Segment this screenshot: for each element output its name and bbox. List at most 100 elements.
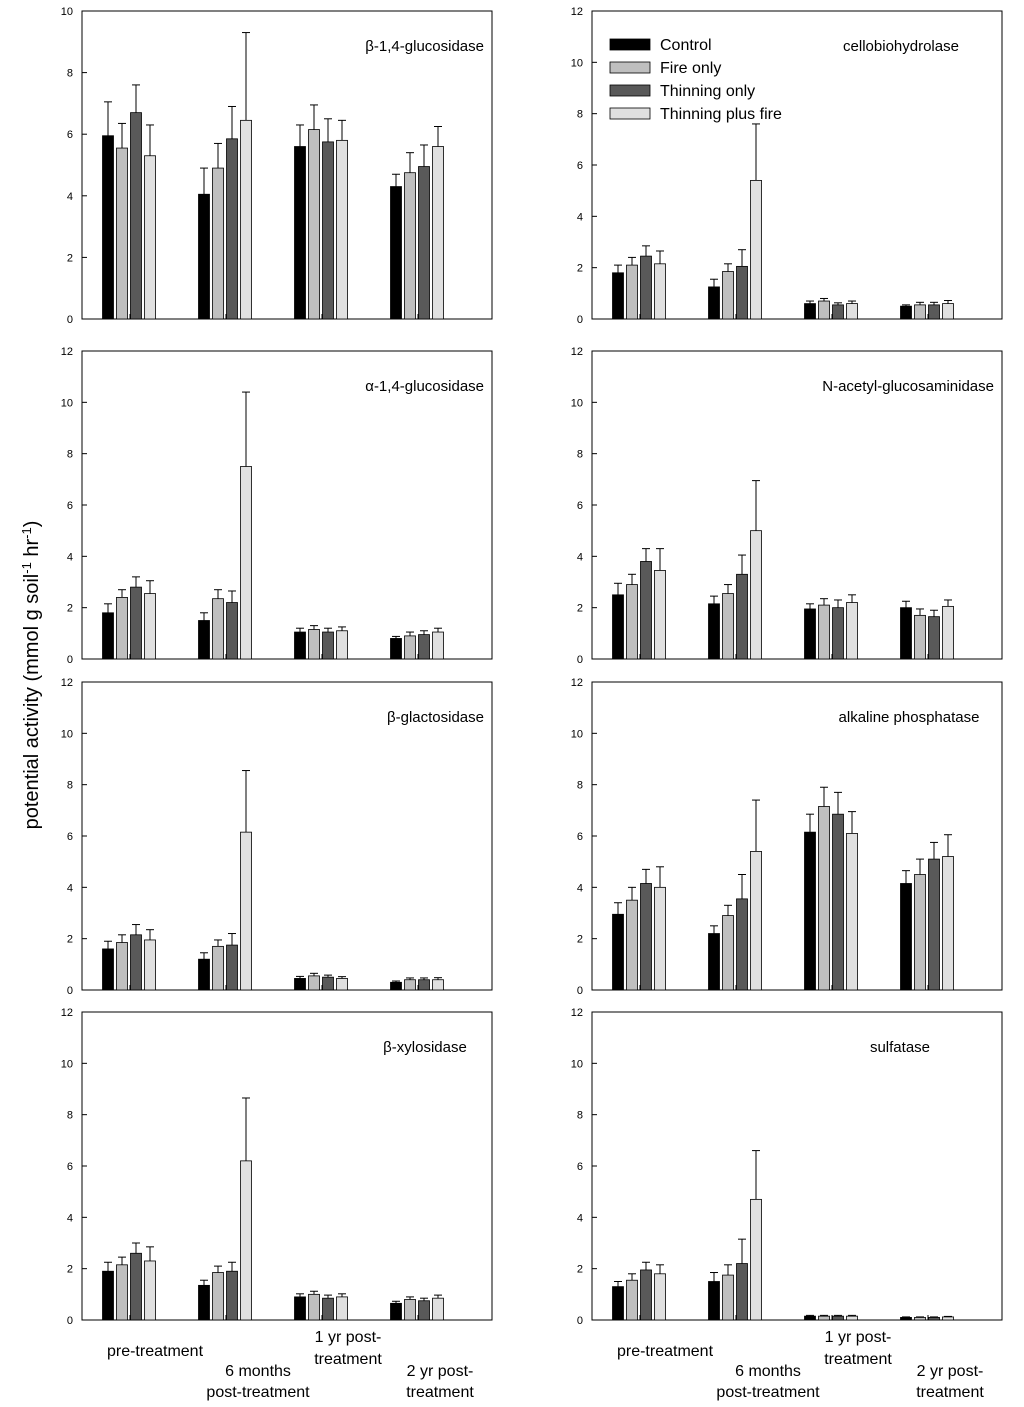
panel-alkaline-phosphatase: 0 2 4 6 8 10 12 alkaline phosphatase: [571, 677, 1003, 997]
bar-fire-only-1: [116, 147, 128, 320]
bar-thinning-plus-fire-2: [240, 119, 252, 320]
bar-thinning-plus-fire-3: [846, 602, 858, 660]
x-group-label: 2 yr post-: [407, 1363, 474, 1380]
y-tick-label: 12: [61, 1007, 73, 1019]
bar-control-4: [900, 883, 912, 991]
bar-thinning-plus-fire-3: [846, 833, 858, 991]
x-group-label: post-treatment: [716, 1384, 820, 1401]
bar-thinning-only-2: [736, 898, 748, 991]
bar-fire-only-3: [818, 604, 830, 660]
bar-control-2: [708, 286, 720, 320]
x-group-label: pre-treatment: [107, 1343, 204, 1360]
bar-fire-only-2: [722, 271, 734, 320]
legend-swatch-thinning-only: [609, 84, 651, 97]
bar-thinning-only-3: [322, 976, 334, 991]
bar-control-4: [390, 1302, 402, 1321]
y-tick-label: 0: [577, 314, 583, 326]
panel-xylosidase: 0 2 4 6 8 10 12 β-xylosidase: [61, 1007, 493, 1327]
bar-thinning-plus-fire-4: [432, 631, 444, 660]
bar-thinning-only-4: [418, 634, 430, 660]
panel-n-acetyl-glucosaminidase: 0 2 4 6 8 10 12 N-acetyl-glucosaminidase: [571, 346, 1003, 666]
y-tick-label: 2: [67, 603, 73, 615]
y-tick-label: 4: [67, 191, 73, 203]
y-tick-label: 10: [571, 728, 583, 740]
bar-thinning-only-3: [832, 304, 844, 320]
bar-fire-only-4: [404, 1299, 416, 1321]
bar-thinning-only-2: [736, 265, 748, 320]
y-tick-label: 2: [67, 934, 73, 946]
bar-thinning-only-1: [130, 112, 142, 320]
bar-thinning-only-1: [640, 561, 652, 660]
bar-control-3: [294, 978, 306, 991]
bar-thinning-plus-fire-3: [336, 630, 348, 660]
bar-thinning-only-1: [130, 586, 142, 660]
bar-thinning-only-4: [928, 304, 940, 320]
bar-thinning-plus-fire-4: [432, 1297, 444, 1321]
bar-thinning-plus-fire-4: [942, 605, 954, 660]
panel-title: alkaline phosphatase: [839, 709, 980, 726]
bar-thinning-plus-fire-2: [750, 530, 762, 660]
bar-fire-only-1: [626, 1279, 638, 1321]
y-tick-label: 10: [61, 397, 73, 409]
bar-control-4: [390, 186, 402, 320]
bar-thinning-only-2: [736, 573, 748, 660]
bar-thinning-only-2: [226, 602, 238, 660]
bar-fire-only-3: [308, 629, 320, 660]
bar-thinning-only-4: [418, 1300, 430, 1321]
y-tick-label: 4: [577, 882, 583, 894]
bar-fire-only-1: [626, 264, 638, 320]
bar-thinning-only-4: [418, 166, 430, 320]
bar-thinning-plus-fire-3: [336, 1296, 348, 1321]
bar-thinning-plus-fire-1: [654, 263, 666, 320]
y-tick-label: 8: [577, 449, 583, 461]
y-tick-label: 10: [571, 397, 583, 409]
bar-thinning-plus-fire-1: [654, 886, 666, 991]
bar-control-2: [198, 958, 210, 991]
y-tick-label: 0: [67, 654, 73, 666]
y-axis-label-text: hr: [21, 539, 43, 563]
y-tick-label: 4: [67, 551, 73, 563]
y-tick-label: 4: [577, 1212, 583, 1224]
bar-fire-only-4: [914, 304, 926, 320]
bar-control-2: [708, 603, 720, 660]
bar-control-1: [612, 1286, 624, 1321]
y-tick-label: 2: [577, 263, 583, 275]
y-tick-label: 0: [67, 1315, 73, 1327]
bar-thinning-only-1: [130, 934, 142, 991]
panel-title: α-1,4-glucosidase: [365, 378, 484, 395]
y-tick-label: 2: [67, 1264, 73, 1276]
bar-fire-only-3: [308, 1293, 320, 1321]
y-tick-label: 8: [67, 449, 73, 461]
bar-thinning-plus-fire-4: [942, 303, 954, 320]
y-tick-label: 6: [67, 1161, 73, 1173]
x-group-label: 6 months: [735, 1363, 801, 1380]
bar-thinning-only-2: [226, 1270, 238, 1321]
bar-thinning-only-3: [322, 631, 334, 660]
x-group-label: 2 yr post-: [917, 1363, 984, 1380]
bar-control-1: [102, 135, 114, 320]
y-tick-label: 0: [577, 654, 583, 666]
y-tick-label: 2: [67, 252, 73, 264]
legend-label-thinning-only: Thinning only: [660, 83, 755, 100]
x-group-label: treatment: [406, 1384, 474, 1401]
bar-control-3: [804, 831, 816, 991]
bar-thinning-only-3: [832, 813, 844, 991]
bar-thinning-plus-fire-2: [750, 851, 762, 991]
legend-label-thinning-plus-fire: Thinning plus fire: [660, 106, 782, 123]
bar-fire-only-2: [722, 915, 734, 991]
y-tick-label: 2: [577, 603, 583, 615]
y-tick-label: 12: [61, 677, 73, 689]
bar-fire-only-2: [212, 1272, 224, 1321]
legend-swatch-thinning-plus-fire: [609, 107, 651, 120]
bar-control-4: [390, 981, 402, 991]
bar-fire-only-2: [212, 167, 224, 320]
bar-thinning-plus-fire-2: [750, 1198, 762, 1321]
y-tick-label: 2: [577, 1264, 583, 1276]
y-tick-label: 8: [67, 68, 73, 80]
bar-fire-only-1: [626, 899, 638, 991]
bar-control-2: [708, 933, 720, 991]
y-tick-label: 0: [67, 314, 73, 326]
bar-fire-only-2: [212, 598, 224, 660]
y-tick-label: 6: [577, 500, 583, 512]
